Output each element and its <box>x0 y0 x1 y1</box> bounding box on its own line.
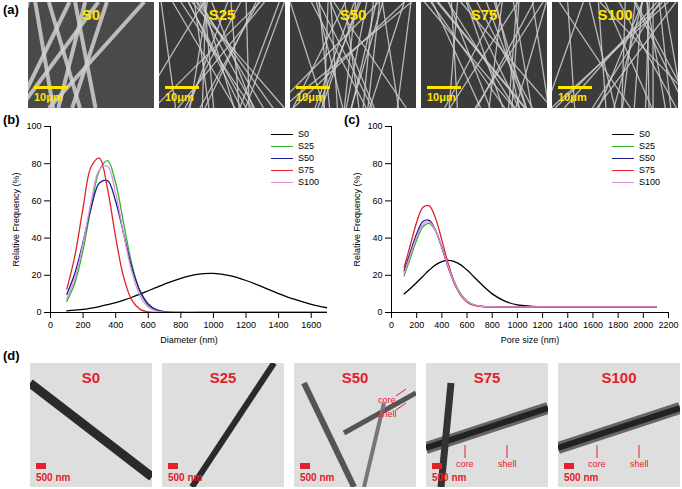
svg-text:1200: 1200 <box>236 320 256 330</box>
svg-text:1400: 1400 <box>269 320 289 330</box>
svg-text:800: 800 <box>173 320 188 330</box>
svg-text:2200: 2200 <box>658 320 678 330</box>
svg-text:0: 0 <box>48 320 53 330</box>
svg-text:60: 60 <box>372 196 382 206</box>
svg-text:0: 0 <box>389 320 394 330</box>
svg-text:1000: 1000 <box>203 320 223 330</box>
svg-text:S100: S100 <box>601 369 636 386</box>
svg-text:Relative Frequency (%): Relative Frequency (%) <box>11 172 21 266</box>
html-text:S75: S75 <box>298 165 314 175</box>
svg-text:10μm: 10μm <box>165 91 194 103</box>
html-text:(a): (a) <box>3 2 19 17</box>
svg-text:20: 20 <box>372 270 382 280</box>
svg-text:10μm: 10μm <box>427 91 456 103</box>
svg-text:40: 40 <box>31 233 41 243</box>
svg-text:Diameter (nm): Diameter (nm) <box>160 335 218 345</box>
svg-text:20: 20 <box>31 270 41 280</box>
svg-text:S0: S0 <box>82 369 100 386</box>
svg-text:1000: 1000 <box>507 320 527 330</box>
svg-text:shell: shell <box>378 409 397 419</box>
svg-text:400: 400 <box>108 320 123 330</box>
html-text:S50: S50 <box>639 153 655 163</box>
svg-text:10μm: 10μm <box>558 91 587 103</box>
html-text:S75: S75 <box>639 165 655 175</box>
svg-text:core: core <box>378 395 396 405</box>
svg-text:2000: 2000 <box>633 320 653 330</box>
svg-text:S100: S100 <box>597 6 632 23</box>
svg-text:S50: S50 <box>340 6 367 23</box>
html-text:S25: S25 <box>639 141 655 151</box>
svg-text:80: 80 <box>31 159 41 169</box>
svg-text:1800: 1800 <box>608 320 628 330</box>
svg-text:200: 200 <box>76 320 91 330</box>
svg-text:600: 600 <box>460 320 475 330</box>
svg-text:1600: 1600 <box>583 320 603 330</box>
html-text:S100: S100 <box>298 177 319 187</box>
html-text:(c): (c) <box>344 112 360 127</box>
svg-text:500 nm: 500 nm <box>300 472 335 483</box>
html-text:S0: S0 <box>639 129 650 139</box>
svg-text:1600: 1600 <box>301 320 321 330</box>
svg-text:200: 200 <box>409 320 424 330</box>
svg-text:0: 0 <box>36 307 41 317</box>
html-text:S100: S100 <box>639 177 660 187</box>
svg-text:40: 40 <box>372 233 382 243</box>
html-text:S0: S0 <box>298 129 309 139</box>
svg-text:shell: shell <box>630 459 649 469</box>
svg-text:400: 400 <box>434 320 449 330</box>
svg-text:500 nm: 500 nm <box>432 472 467 483</box>
svg-text:S25: S25 <box>209 6 236 23</box>
svg-text:shell: shell <box>498 459 517 469</box>
html-text:S25: S25 <box>298 141 314 151</box>
svg-text:core: core <box>588 459 606 469</box>
svg-text:1200: 1200 <box>533 320 553 330</box>
svg-text:S50: S50 <box>342 369 369 386</box>
svg-text:500 nm: 500 nm <box>564 472 599 483</box>
html-text:(b): (b) <box>3 112 20 127</box>
svg-text:600: 600 <box>141 320 156 330</box>
svg-text:Relative Frequency (%): Relative Frequency (%) <box>352 172 362 266</box>
svg-text:500 nm: 500 nm <box>168 472 203 483</box>
svg-text:60: 60 <box>31 196 41 206</box>
svg-text:S0: S0 <box>82 6 100 23</box>
svg-text:10μm: 10μm <box>296 91 325 103</box>
svg-text:800: 800 <box>485 320 500 330</box>
svg-text:1400: 1400 <box>558 320 578 330</box>
svg-text:10μm: 10μm <box>34 91 63 103</box>
svg-text:S75: S75 <box>474 369 501 386</box>
svg-text:100: 100 <box>26 121 41 131</box>
svg-text:S75: S75 <box>471 6 498 23</box>
html-text:S50: S50 <box>298 153 314 163</box>
svg-text:0: 0 <box>377 307 382 317</box>
svg-text:100: 100 <box>367 121 382 131</box>
svg-text:core: core <box>456 459 474 469</box>
svg-text:S25: S25 <box>210 369 237 386</box>
svg-text:Pore size (nm): Pore size (nm) <box>501 335 560 345</box>
svg-text:80: 80 <box>372 159 382 169</box>
html-text:(d): (d) <box>3 348 20 363</box>
svg-text:500 nm: 500 nm <box>36 472 71 483</box>
